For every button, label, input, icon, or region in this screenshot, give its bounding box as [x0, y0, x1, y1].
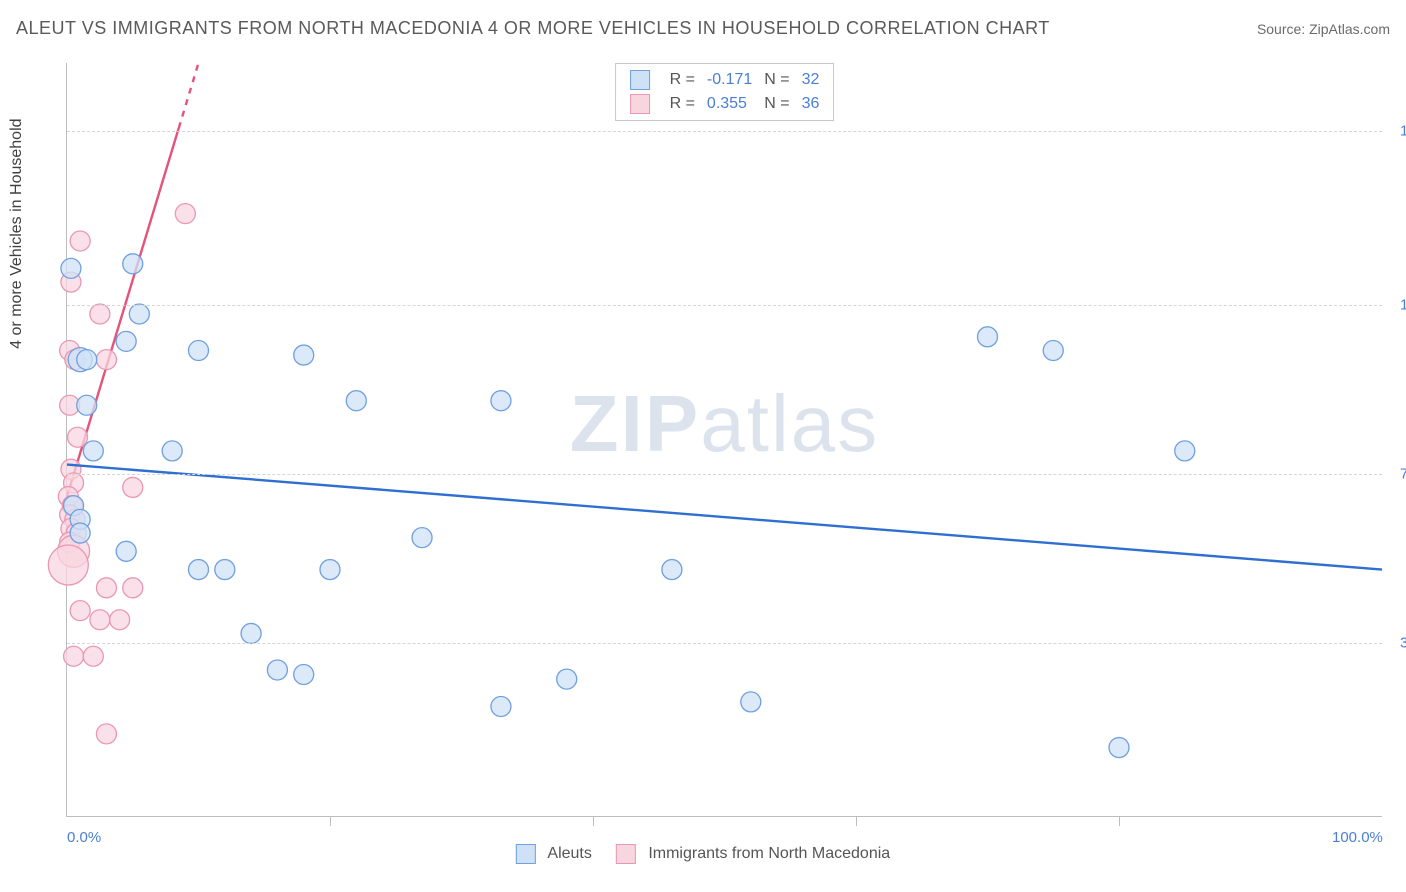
chart-area: 4 or more Vehicles in Household ZIPatlas…	[16, 55, 1390, 872]
stats-legend: R = -0.171 N = 32 R = 0.355 N = 36	[615, 63, 835, 121]
legend-n-label-0: N =	[764, 71, 789, 89]
legend-n-value-0: 32	[802, 71, 820, 89]
series-label-1: Immigrants from North Macedonia	[648, 845, 890, 862]
x-tick-mark	[856, 816, 857, 826]
series-legend-item-1: Immigrants from North Macedonia	[616, 844, 890, 864]
chart-source: Source: ZipAtlas.com	[1257, 21, 1390, 37]
y-axis-label: 4 or more Vehicles in Household	[8, 118, 26, 348]
gridline	[67, 474, 1382, 475]
legend-r-label-1: R =	[670, 95, 695, 113]
gridline	[67, 305, 1382, 306]
plot-svg	[67, 63, 1382, 816]
y-tick-label: 11.2%	[1386, 296, 1406, 313]
legend-n-label-1: N =	[764, 95, 789, 113]
series-legend-item-0: Aleuts	[516, 844, 592, 864]
gridline	[67, 131, 1382, 132]
x-tick-label: 0.0%	[67, 829, 101, 846]
series-swatch-0	[516, 844, 536, 864]
legend-n-value-1: 36	[802, 95, 820, 113]
y-tick-label: 15.0%	[1386, 123, 1406, 140]
plot-region: ZIPatlas R = -0.171 N = 32 R = 0.355 N =…	[66, 63, 1382, 817]
series-label-0: Aleuts	[547, 845, 591, 862]
x-tick-mark	[330, 816, 331, 826]
gridline	[67, 643, 1382, 644]
legend-r-value-1: 0.355	[707, 95, 752, 113]
chart-title: ALEUT VS IMMIGRANTS FROM NORTH MACEDONIA…	[16, 18, 1050, 39]
x-tick-label: 100.0%	[1332, 829, 1383, 846]
series-legend: Aleuts Immigrants from North Macedonia	[516, 844, 890, 864]
chart-header: ALEUT VS IMMIGRANTS FROM NORTH MACEDONIA…	[16, 18, 1390, 39]
x-tick-mark	[593, 816, 594, 826]
legend-swatch-1	[630, 94, 650, 114]
y-tick-label: 3.8%	[1386, 634, 1406, 651]
legend-r-label-0: R =	[670, 71, 695, 89]
x-tick-mark	[1119, 816, 1120, 826]
y-tick-label: 7.5%	[1386, 465, 1406, 482]
legend-swatch-0	[630, 70, 650, 90]
legend-r-value-0: -0.171	[707, 71, 752, 89]
series-swatch-1	[616, 844, 636, 864]
